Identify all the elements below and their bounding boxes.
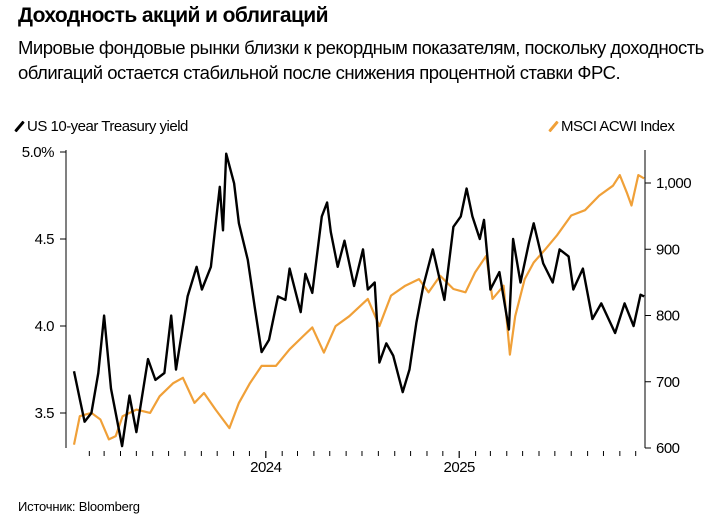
right-tick-label: 1,000 [656,175,691,192]
right-tick-label: 800 [656,308,680,325]
x-tick-label: 2025 [444,459,476,476]
legend-item-msci: MSCI ACWI Index [548,118,675,135]
source-note: Источник: Bloomberg [18,499,140,514]
left-tick-label: 4.0 [35,318,55,335]
right-tick-label: 700 [656,374,680,391]
legend-label-treasury: US 10-year Treasury yield [27,118,188,135]
legend-item-treasury: US 10-year Treasury yield [14,118,188,135]
chart-title: Доходность акций и облигаций [18,4,328,27]
left-tick-label: 4.5 [35,231,55,248]
series-line-msci-acwi [72,174,645,445]
series-line-treasury-yield [72,152,645,448]
left-tick-label: 3.5 [35,405,55,422]
right-tick-label: 900 [656,241,680,258]
x-tick-label: 2024 [250,459,282,476]
legend-label-msci: MSCI ACWI Index [561,118,675,135]
chart-subtitle: Мировые фондовые рынки близки к рекордны… [18,37,704,83]
right-tick-label: 600 [656,440,680,457]
left-tick-label: 5.0% [22,144,54,161]
